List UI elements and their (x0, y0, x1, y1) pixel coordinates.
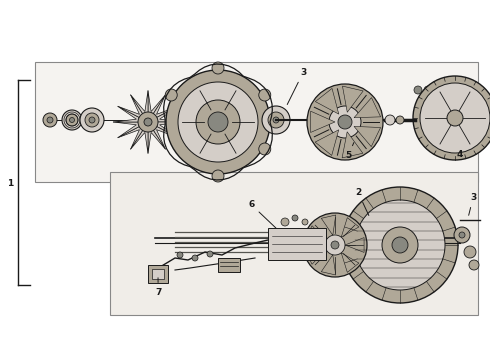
Circle shape (144, 118, 152, 126)
Polygon shape (148, 106, 183, 122)
Text: 6: 6 (248, 200, 276, 228)
Circle shape (207, 251, 213, 257)
Circle shape (212, 170, 224, 182)
Polygon shape (354, 98, 381, 118)
Circle shape (396, 116, 404, 124)
Polygon shape (110, 172, 478, 315)
Text: 4: 4 (457, 149, 463, 158)
Circle shape (89, 117, 95, 123)
Circle shape (273, 117, 279, 123)
Polygon shape (342, 132, 363, 158)
Bar (152, 269, 164, 279)
Polygon shape (148, 95, 178, 122)
Polygon shape (345, 238, 364, 252)
Polygon shape (306, 226, 326, 241)
Text: 7: 7 (155, 278, 161, 297)
Circle shape (138, 112, 158, 132)
Circle shape (413, 76, 490, 160)
Polygon shape (316, 89, 339, 114)
Circle shape (302, 219, 308, 225)
Polygon shape (113, 106, 148, 122)
Bar (218, 258, 240, 272)
Circle shape (454, 227, 470, 243)
Circle shape (262, 106, 290, 134)
Polygon shape (113, 122, 148, 138)
Circle shape (459, 232, 465, 238)
Polygon shape (118, 122, 148, 149)
Circle shape (355, 200, 445, 290)
Circle shape (43, 113, 57, 127)
Circle shape (212, 62, 224, 74)
Polygon shape (354, 126, 381, 147)
Polygon shape (341, 253, 359, 273)
Bar (268, 228, 326, 260)
Polygon shape (311, 111, 335, 132)
Text: 5: 5 (345, 143, 354, 160)
Circle shape (464, 246, 476, 258)
Circle shape (192, 255, 198, 261)
Polygon shape (148, 122, 166, 153)
Circle shape (178, 82, 258, 162)
Circle shape (325, 235, 345, 255)
Circle shape (420, 83, 490, 153)
Circle shape (66, 114, 78, 126)
Circle shape (447, 110, 463, 126)
Circle shape (382, 227, 418, 263)
Text: 3: 3 (468, 193, 476, 215)
Circle shape (259, 143, 271, 155)
Circle shape (307, 84, 383, 160)
Circle shape (47, 117, 53, 123)
Polygon shape (306, 249, 326, 264)
Circle shape (70, 117, 74, 122)
Polygon shape (321, 215, 336, 235)
Circle shape (331, 241, 339, 249)
Polygon shape (148, 122, 183, 138)
Circle shape (208, 112, 228, 132)
Text: 2: 2 (355, 188, 369, 216)
Circle shape (281, 218, 289, 226)
Polygon shape (148, 90, 166, 122)
Polygon shape (130, 122, 148, 153)
Bar (148, 265, 168, 283)
Polygon shape (341, 218, 359, 237)
Circle shape (259, 89, 271, 101)
Circle shape (338, 115, 352, 129)
Circle shape (414, 86, 422, 94)
Polygon shape (321, 255, 336, 275)
Circle shape (424, 86, 432, 94)
Circle shape (329, 106, 361, 138)
Text: 1: 1 (7, 179, 13, 188)
Polygon shape (35, 62, 478, 182)
Circle shape (165, 89, 177, 101)
Polygon shape (130, 90, 148, 122)
Polygon shape (148, 122, 178, 149)
Circle shape (385, 115, 395, 125)
Circle shape (62, 110, 82, 130)
Circle shape (166, 70, 270, 174)
Circle shape (469, 260, 479, 270)
Circle shape (292, 215, 298, 221)
Circle shape (303, 213, 367, 277)
Circle shape (342, 187, 458, 303)
Circle shape (85, 113, 99, 127)
Polygon shape (315, 130, 339, 156)
Circle shape (80, 108, 104, 132)
Circle shape (268, 112, 284, 128)
Circle shape (177, 252, 183, 258)
Circle shape (392, 237, 408, 253)
Polygon shape (343, 86, 363, 112)
Polygon shape (118, 95, 148, 122)
Circle shape (196, 100, 240, 144)
Text: 3: 3 (287, 68, 306, 104)
